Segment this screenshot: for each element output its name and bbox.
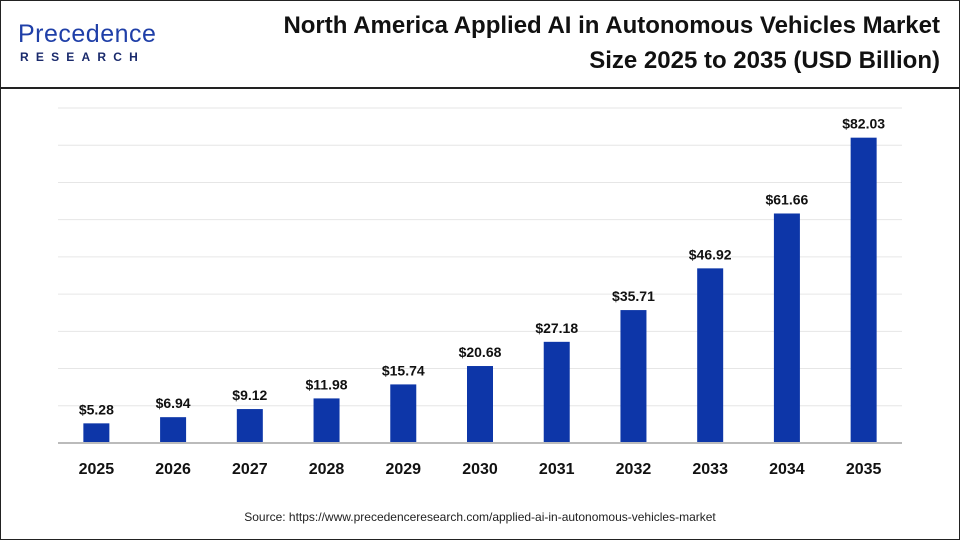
- bar: [390, 384, 417, 443]
- data-label: $46.92: [689, 246, 732, 262]
- data-label: $9.12: [232, 387, 267, 403]
- bar: [467, 366, 493, 443]
- data-label: $6.94: [156, 395, 191, 411]
- x-tick-label: 2025: [79, 461, 115, 478]
- header-divider: [0, 87, 960, 89]
- bar: [160, 417, 187, 443]
- data-label: $20.68: [459, 344, 502, 360]
- data-label: $27.18: [535, 320, 578, 336]
- bar: [620, 310, 647, 443]
- bar: [83, 423, 110, 443]
- x-tick-label: 2034: [769, 461, 805, 478]
- bar: [313, 398, 340, 443]
- logo-subtext: RESEARCH: [20, 50, 145, 64]
- x-tick-label: 2029: [385, 461, 421, 478]
- x-tick-label: 2028: [309, 461, 345, 478]
- data-label: $82.03: [842, 116, 885, 132]
- bar: [236, 409, 263, 443]
- x-tick-label: 2033: [692, 461, 728, 478]
- x-tick-label: 2032: [616, 461, 652, 478]
- x-tick-label: 2026: [155, 461, 191, 478]
- x-tick-label: 2027: [232, 461, 268, 478]
- data-label: $35.71: [612, 288, 655, 304]
- data-label: $11.98: [306, 376, 348, 392]
- x-tick-label: 2035: [846, 461, 882, 478]
- bar: [697, 268, 724, 443]
- data-label: $5.28: [79, 401, 114, 417]
- title-line-2: Size 2025 to 2035 (USD Billion): [589, 47, 940, 74]
- bar: [543, 341, 570, 443]
- x-tick-label: 2030: [462, 461, 498, 478]
- source-note: Source: https://www.precedenceresearch.c…: [244, 510, 716, 524]
- bar: [773, 213, 800, 443]
- title-line-1: North America Applied AI in Autonomous V…: [283, 12, 940, 39]
- data-label: $15.74: [382, 362, 425, 378]
- chart-title: North America Applied AI in Autonomous V…: [190, 8, 940, 78]
- bar: [850, 137, 877, 443]
- data-label: $61.66: [765, 191, 808, 207]
- logo-text: Precedence: [18, 20, 157, 48]
- x-tick-label: 2031: [539, 461, 575, 478]
- logo: Precedence RESEARCH: [18, 20, 158, 64]
